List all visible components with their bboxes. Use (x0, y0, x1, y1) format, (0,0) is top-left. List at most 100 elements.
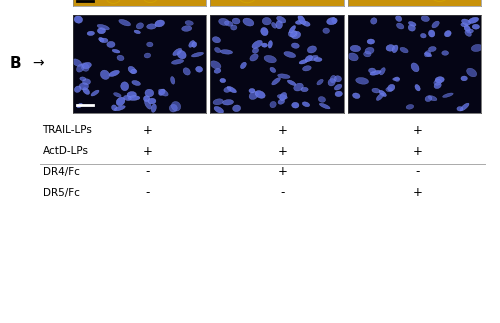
Ellipse shape (364, 51, 371, 57)
Ellipse shape (330, 75, 336, 83)
Ellipse shape (276, 21, 282, 29)
Ellipse shape (462, 19, 470, 25)
Ellipse shape (218, 18, 229, 26)
Ellipse shape (249, 91, 258, 99)
Ellipse shape (210, 61, 221, 69)
Ellipse shape (305, 55, 312, 62)
Ellipse shape (301, 87, 308, 92)
Ellipse shape (314, 57, 322, 62)
Ellipse shape (114, 106, 125, 111)
Ellipse shape (158, 89, 165, 95)
Ellipse shape (420, 33, 426, 38)
Ellipse shape (144, 100, 152, 109)
Ellipse shape (128, 96, 140, 100)
Ellipse shape (466, 68, 476, 77)
Ellipse shape (262, 17, 272, 25)
Ellipse shape (151, 104, 156, 112)
Ellipse shape (442, 93, 453, 98)
Ellipse shape (290, 32, 296, 36)
Ellipse shape (278, 74, 290, 78)
Ellipse shape (425, 96, 432, 101)
Ellipse shape (109, 70, 120, 77)
Ellipse shape (292, 43, 299, 48)
Ellipse shape (465, 30, 471, 36)
Ellipse shape (224, 87, 231, 92)
Text: +: + (412, 186, 422, 200)
Ellipse shape (132, 80, 140, 86)
Ellipse shape (372, 88, 380, 93)
Ellipse shape (183, 68, 190, 75)
Ellipse shape (250, 54, 258, 61)
Ellipse shape (83, 88, 89, 94)
Ellipse shape (350, 45, 360, 52)
Ellipse shape (255, 91, 265, 98)
Ellipse shape (428, 96, 437, 101)
Ellipse shape (309, 55, 318, 61)
Ellipse shape (365, 47, 374, 54)
Ellipse shape (272, 78, 280, 85)
Ellipse shape (278, 94, 287, 99)
Ellipse shape (264, 55, 276, 63)
Ellipse shape (352, 93, 360, 99)
Ellipse shape (87, 31, 94, 36)
Ellipse shape (367, 39, 374, 44)
Ellipse shape (334, 84, 342, 90)
Ellipse shape (370, 18, 377, 24)
Ellipse shape (81, 63, 89, 71)
Ellipse shape (408, 22, 416, 26)
Text: -: - (146, 165, 150, 179)
Ellipse shape (144, 53, 150, 58)
Ellipse shape (220, 50, 232, 54)
Ellipse shape (400, 47, 408, 53)
Ellipse shape (260, 27, 268, 36)
Text: +: + (412, 123, 422, 137)
Ellipse shape (270, 101, 276, 108)
Text: -: - (280, 186, 284, 200)
Ellipse shape (296, 20, 304, 24)
Ellipse shape (127, 92, 136, 98)
Ellipse shape (172, 101, 180, 111)
Ellipse shape (227, 86, 236, 93)
Ellipse shape (434, 83, 441, 89)
Ellipse shape (173, 48, 182, 56)
Ellipse shape (148, 98, 156, 104)
Ellipse shape (280, 92, 286, 100)
Ellipse shape (98, 37, 104, 42)
Ellipse shape (302, 66, 311, 71)
Ellipse shape (370, 70, 381, 75)
Ellipse shape (442, 51, 448, 55)
Ellipse shape (288, 80, 296, 85)
Ellipse shape (289, 26, 296, 33)
Ellipse shape (116, 97, 125, 106)
Ellipse shape (158, 89, 168, 96)
Ellipse shape (146, 42, 153, 47)
Ellipse shape (270, 67, 276, 73)
Ellipse shape (119, 19, 130, 26)
Ellipse shape (220, 78, 226, 83)
Ellipse shape (155, 20, 164, 27)
Ellipse shape (461, 76, 468, 81)
Text: DR4/Fc: DR4/Fc (42, 167, 80, 177)
Ellipse shape (100, 70, 110, 79)
Ellipse shape (392, 78, 400, 81)
Ellipse shape (386, 45, 394, 51)
Text: -: - (146, 186, 150, 200)
Ellipse shape (428, 47, 436, 52)
Ellipse shape (472, 44, 482, 52)
Ellipse shape (268, 41, 272, 48)
Ellipse shape (196, 67, 202, 72)
Ellipse shape (392, 45, 398, 53)
Ellipse shape (112, 105, 117, 110)
Ellipse shape (134, 30, 140, 34)
Ellipse shape (185, 21, 194, 25)
Ellipse shape (308, 46, 316, 53)
Ellipse shape (466, 29, 473, 33)
Ellipse shape (114, 93, 121, 97)
Ellipse shape (435, 77, 444, 83)
Ellipse shape (80, 77, 86, 81)
Ellipse shape (192, 42, 196, 47)
Text: ActD-LPs: ActD-LPs (42, 146, 88, 156)
Ellipse shape (464, 26, 470, 31)
Ellipse shape (388, 84, 395, 91)
Ellipse shape (461, 23, 468, 27)
